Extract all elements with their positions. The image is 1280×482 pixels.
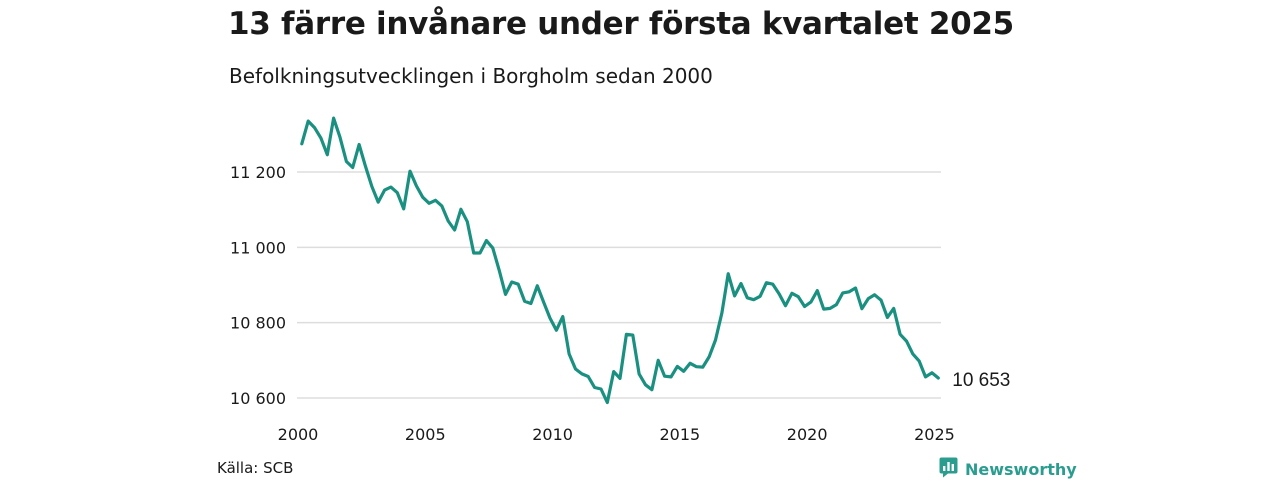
- source-note: Källa: SCB: [217, 459, 294, 477]
- y-tick-label: 10 800: [230, 314, 286, 333]
- x-axis-ticks: 2000 2005 2010 2015 2020 2025: [278, 425, 955, 444]
- population-line: [300, 116, 940, 405]
- x-tick-label: 2025: [914, 425, 955, 444]
- y-axis-ticks: 10 600 10 800 11 000 11 200: [230, 163, 286, 408]
- y-tick-label: 11 000: [230, 238, 286, 257]
- y-tick-label: 11 200: [230, 163, 286, 182]
- x-tick-label: 2015: [660, 425, 701, 444]
- gridlines: [297, 171, 941, 399]
- newsworthy-logo-icon: [939, 457, 958, 482]
- brand: Newsworthy: [939, 457, 1077, 482]
- y-tick-label: 10 600: [230, 389, 286, 408]
- x-tick-label: 2005: [405, 425, 446, 444]
- x-tick-label: 2000: [278, 425, 319, 444]
- chart-title: 13 färre invånare under första kvartalet…: [228, 6, 1014, 42]
- chart-subtitle: Befolkningsutvecklingen i Borgholm sedan…: [229, 64, 713, 88]
- x-tick-label: 2020: [787, 425, 828, 444]
- end-value-label: 10 653: [952, 370, 1010, 391]
- x-tick-label: 2010: [532, 425, 573, 444]
- brand-name: Newsworthy: [965, 460, 1077, 479]
